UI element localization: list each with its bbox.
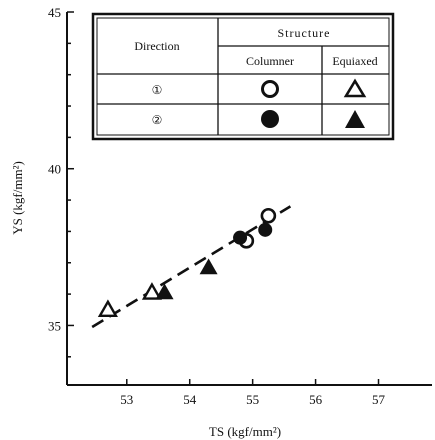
point-open-triangle [97,299,118,317]
point-filled-triangle [155,283,174,300]
x-axis-title: TS (kgf/mm²) [209,424,281,439]
legend-marker-filled-circle [261,110,279,128]
legend-outer-border [91,12,395,141]
legend-table: Direction Structure Columner Equiaxed ① … [91,12,395,141]
x-tick-label: 55 [246,392,259,407]
x-tick-label: 53 [120,392,133,407]
legend-header-direction: Direction [134,39,179,53]
y-tick-label: 35 [48,318,61,333]
legend-row2-label: ② [152,113,163,127]
legend-inner-border [96,17,390,136]
legend-marker-filled-triangle [345,110,365,128]
x-ticks: 53 54 55 56 57 [120,379,386,407]
point-filled-triangle [199,258,218,275]
data-points [97,207,277,317]
x-tick-label: 57 [372,392,386,407]
x-tick-label: 54 [183,392,197,407]
point-open-triangle [141,282,163,300]
x-tick-label: 56 [309,392,323,407]
legend-col-columnar: Columner [246,54,294,68]
y-tick-label: 40 [48,162,61,177]
y-ticks: 35 40 45 [48,5,74,358]
point-open-circle [260,207,277,224]
legend-marker-open-circle [261,80,279,98]
legend-row1-label: ① [152,83,163,97]
point-filled-circle [258,222,273,237]
point-filled-circle [233,230,248,245]
legend-marker-open-triangle [343,78,367,98]
legend-col-equiaxed: Equiaxed [332,54,377,68]
legend-header-structure: Structure [278,26,331,40]
fit-line [91,205,292,329]
y-tick-label: 45 [48,5,61,20]
y-axis-title: YS (kgf/mm²) [10,161,25,235]
